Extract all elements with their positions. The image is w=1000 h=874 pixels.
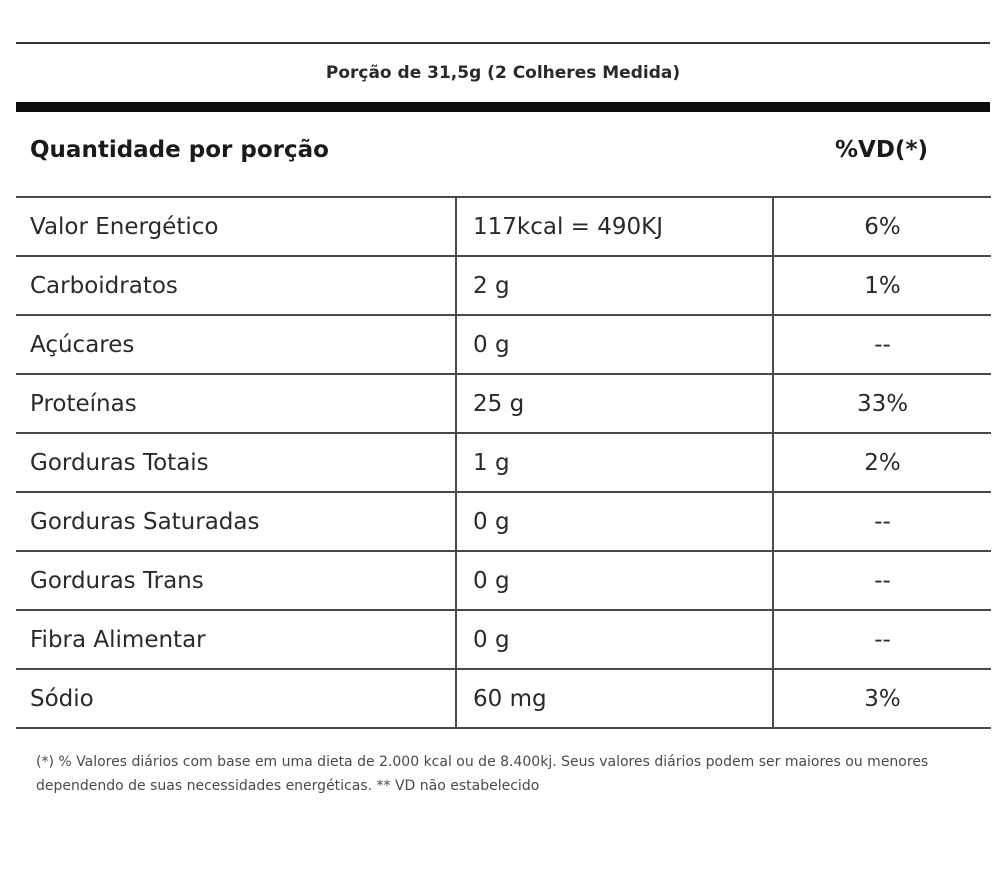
nutrient-amount: 117kcal = 490KJ [456, 196, 774, 257]
nutrient-daily-value: 33% [773, 373, 991, 434]
serving-size: Porção de 31,5g (2 Colheres Medida) [325, 63, 681, 83]
nutrient-name: Gorduras Trans [16, 550, 457, 611]
nutrient-daily-value: -- [773, 491, 991, 552]
nutrient-daily-value: 6% [773, 196, 991, 257]
nutrition-facts-panel: Porção de 31,5g (2 Colheres Medida) Quan… [16, 0, 991, 874]
table-row: Gorduras Trans 0 g -- [16, 550, 991, 611]
nutrient-name: Açúcares [16, 314, 457, 375]
nutrient-amount: 1 g [456, 432, 774, 493]
nutrition-table: Valor Energético 117kcal = 490KJ 6% Carb… [16, 196, 991, 729]
table-row: Carboidratos 2 g 1% [16, 255, 991, 316]
table-row: Valor Energético 117kcal = 490KJ 6% [16, 196, 991, 257]
nutrient-name: Carboidratos [16, 255, 457, 316]
nutrient-name: Sódio [16, 668, 457, 729]
table-row: Sódio 60 mg 3% [16, 668, 991, 729]
quantity-header: Quantidade por porção [30, 137, 329, 163]
nutrient-amount: 0 g [456, 550, 774, 611]
nutrient-name: Fibra Alimentar [16, 609, 457, 670]
nutrient-amount: 0 g [456, 491, 774, 552]
nutrient-amount: 60 mg [456, 668, 774, 729]
table-row: Gorduras Totais 1 g 2% [16, 432, 991, 493]
daily-value-header: %VD(*) [835, 137, 928, 163]
nutrient-daily-value: 3% [773, 668, 991, 729]
table-row: Açúcares 0 g -- [16, 314, 991, 375]
thick-divider [16, 102, 990, 112]
table-row: Gorduras Saturadas 0 g -- [16, 491, 991, 552]
nutrient-daily-value: 2% [773, 432, 991, 493]
nutrient-amount: 0 g [456, 609, 774, 670]
nutrient-daily-value: 1% [773, 255, 991, 316]
nutrient-name: Proteínas [16, 373, 457, 434]
nutrient-daily-value: -- [773, 314, 991, 375]
nutrient-name: Gorduras Saturadas [16, 491, 457, 552]
nutrient-name: Valor Energético [16, 196, 457, 257]
nutrient-amount: 2 g [456, 255, 774, 316]
nutrient-name: Gorduras Totais [16, 432, 457, 493]
table-row: Fibra Alimentar 0 g -- [16, 609, 991, 670]
nutrient-amount: 25 g [456, 373, 774, 434]
top-divider [16, 42, 990, 44]
nutrient-daily-value: -- [773, 550, 991, 611]
table-row: Proteínas 25 g 33% [16, 373, 991, 434]
nutrient-daily-value: -- [773, 609, 991, 670]
table-header: Quantidade por porção %VD(*) [16, 112, 990, 196]
footnote: (*) % Valores diários com base em uma di… [36, 754, 929, 794]
nutrient-amount: 0 g [456, 314, 774, 375]
